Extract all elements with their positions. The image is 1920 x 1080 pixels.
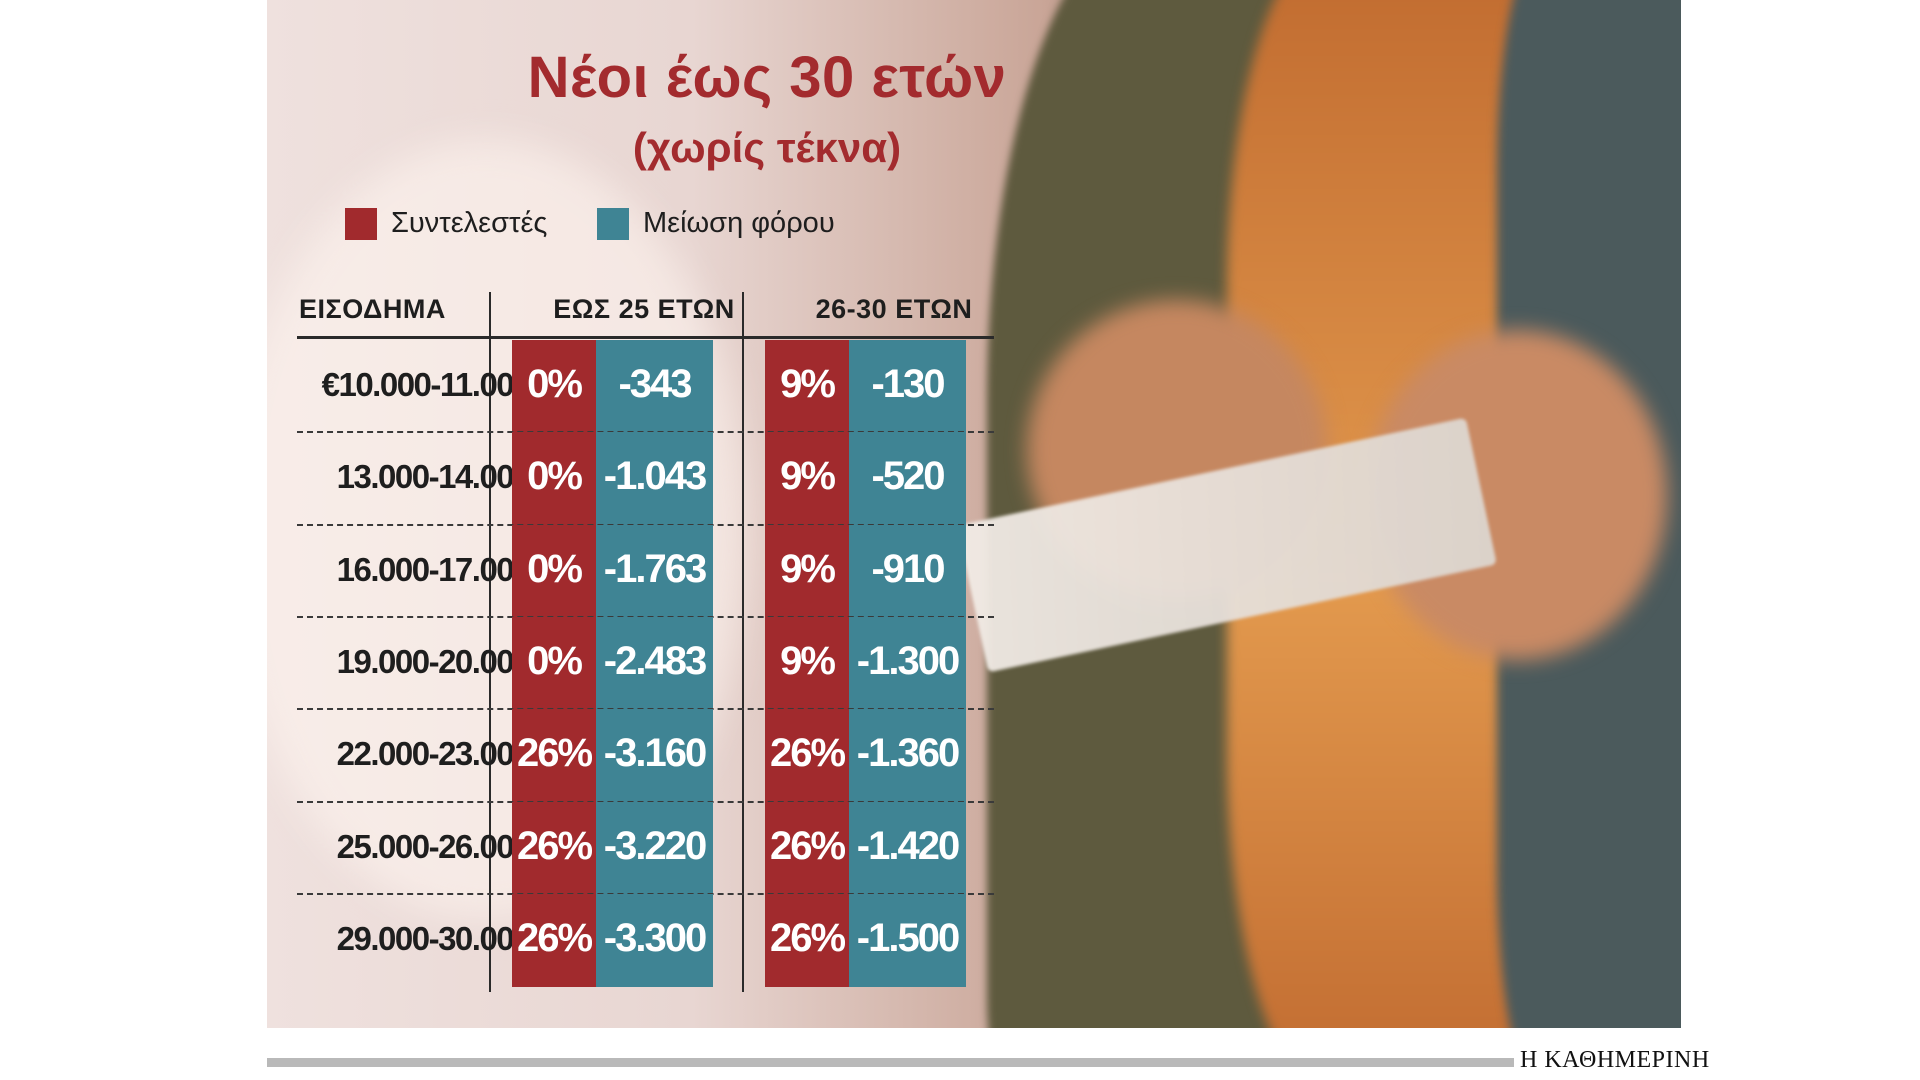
- row-income-label: 13.000-14.000: [336, 458, 532, 496]
- cell-26-30-rate: 26%: [765, 893, 849, 988]
- column-header-under-25: ΕΩΣ 25 ΕΤΩΝ: [553, 294, 735, 324]
- cell-26-30-reduction: -1.500: [849, 893, 966, 988]
- cell-26-30-reduction: -130: [849, 340, 966, 434]
- cell-under-25-reduction: -3.160: [596, 709, 713, 803]
- legend-label-reduction: Μείωση φόρου: [643, 207, 835, 239]
- cell-26-30-rate: 9%: [765, 616, 849, 711]
- cell-under-25-reduction: -2.483: [596, 616, 713, 711]
- cell-under-25-reduction: -1.763: [596, 524, 713, 618]
- legend-label-rates: Συντελεστές: [391, 207, 548, 239]
- column-header-income: ΕΙΣΟΔΗΜΑ: [299, 294, 446, 324]
- header-rule: [297, 336, 994, 339]
- infographic-panel: Νέοι έως 30 ετών (χωρίς τέκνα) Συντελεστ…: [267, 0, 1681, 1028]
- cell-under-25-reduction: -3.220: [596, 801, 713, 895]
- cell-26-30-rate: 9%: [765, 432, 849, 526]
- column-header-26-30: 26-30 ΕΤΩΝ: [815, 294, 973, 324]
- cell-26-30-reduction: -910: [849, 524, 966, 618]
- legend-item-reduction: Μείωση φόρου: [597, 207, 835, 240]
- legend-swatch-reduction: [597, 207, 629, 240]
- cell-under-25-rate: 0%: [512, 616, 596, 711]
- footer-rule: [267, 1058, 1514, 1067]
- cell-26-30-rate: 26%: [765, 801, 849, 895]
- cell-under-25-reduction: -3.300: [596, 893, 713, 988]
- column-separator-1: [489, 292, 491, 992]
- row-income-label: 16.000-17.000: [336, 550, 532, 588]
- cell-under-25-rate: 26%: [512, 893, 596, 988]
- cell-26-30-reduction: -1.300: [849, 616, 966, 711]
- cell-26-30-rate: 26%: [765, 709, 849, 803]
- legend-swatch-rates: [345, 207, 377, 240]
- cell-under-25-reduction: -1.043: [596, 432, 713, 526]
- cell-under-25-rate: 26%: [512, 801, 596, 895]
- row-income-label: €10.000-11.000: [321, 366, 532, 403]
- cell-under-25-rate: 0%: [512, 524, 596, 618]
- cell-under-25-reduction: -343: [596, 340, 713, 434]
- chart-subtitle: (χωρίς τέκνα): [632, 124, 902, 171]
- cell-26-30-rate: 9%: [765, 524, 849, 618]
- cell-26-30-reduction: -1.420: [849, 801, 966, 895]
- row-income-label: 29.000-30.000: [336, 919, 532, 957]
- cell-26-30-rate: 9%: [765, 340, 849, 434]
- chart-title: Νέοι έως 30 ετών: [527, 45, 1007, 110]
- cell-under-25-rate: 0%: [512, 432, 596, 526]
- row-income-label: 19.000-20.000: [336, 642, 532, 680]
- cell-under-25-rate: 0%: [512, 340, 596, 434]
- cell-26-30-reduction: -1.360: [849, 709, 966, 803]
- source-credit: Η ΚΑΘΗΜΕΡΙΝΗ: [1520, 1047, 1710, 1073]
- row-income-label: 25.000-26.000: [336, 827, 532, 865]
- legend-item-rates: Συντελεστές: [345, 207, 547, 240]
- column-separator-2: [742, 292, 744, 992]
- cell-under-25-rate: 26%: [512, 709, 596, 803]
- row-income-label: 22.000-23.000: [336, 735, 532, 773]
- cell-26-30-reduction: -520: [849, 432, 966, 526]
